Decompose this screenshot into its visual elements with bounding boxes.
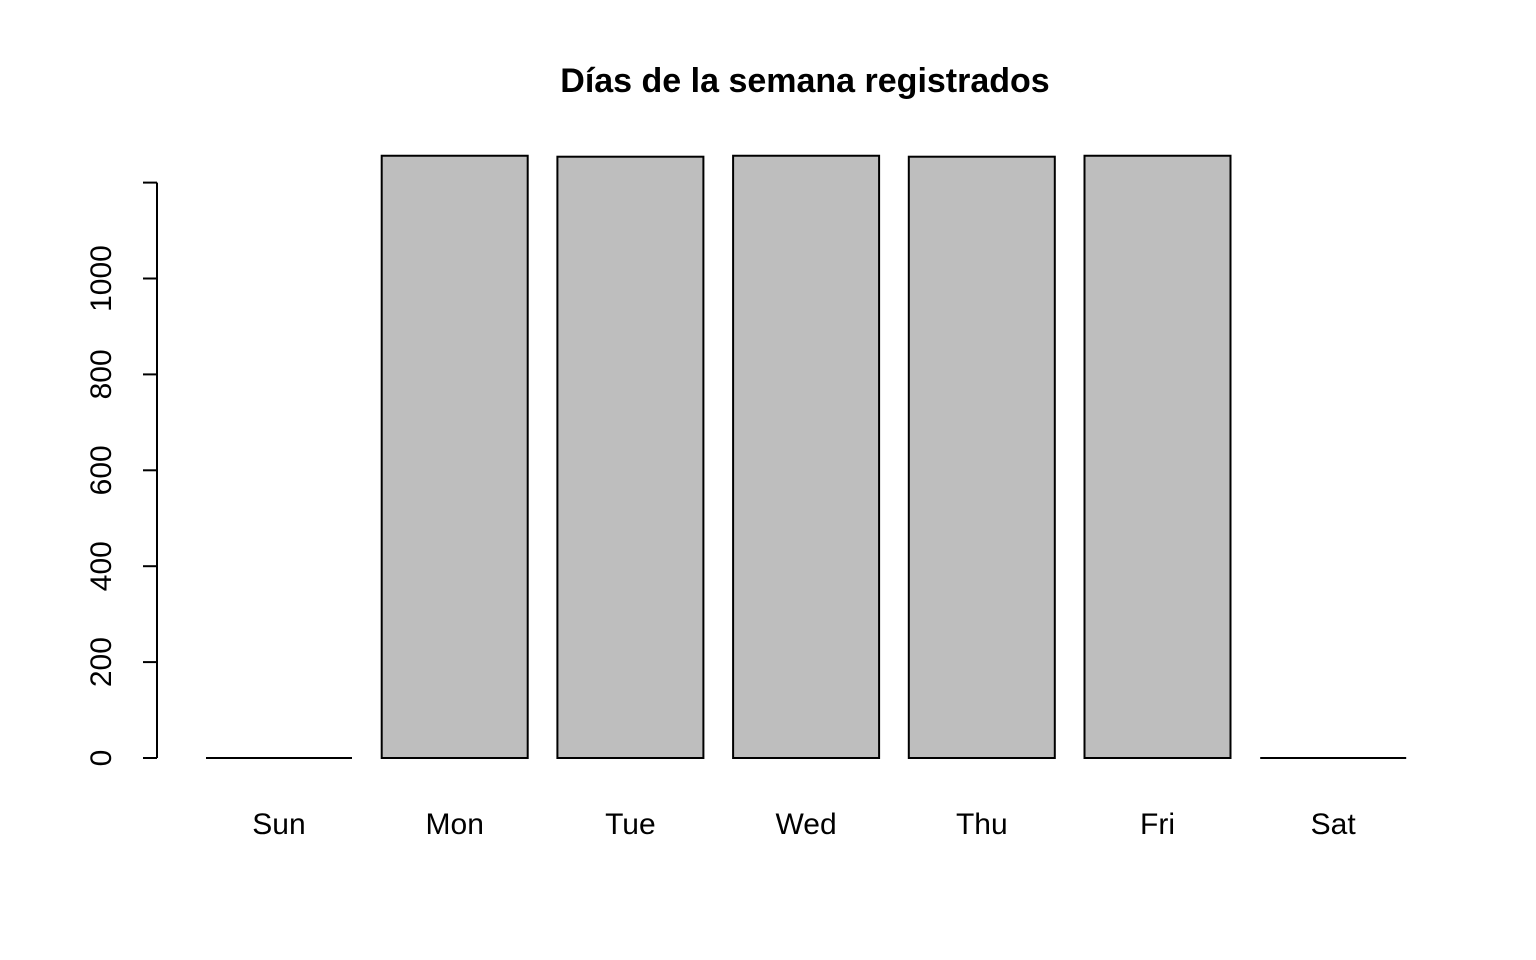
x-axis-labels: Sun Mon Tue Wed Thu Fri Sat: [252, 808, 1356, 841]
x-tick-label-sat: Sat: [1311, 808, 1357, 841]
bar-fri: [1083, 154, 1232, 760]
chart-title: Días de la semana registrados: [560, 62, 1049, 100]
bar-thu: [907, 155, 1056, 760]
y-tick-label: 400: [85, 541, 118, 591]
y-tick-label: 600: [85, 445, 118, 495]
y-tick-label: 0: [85, 750, 118, 767]
y-tick-label: 1000: [85, 245, 118, 312]
bar-mon: [380, 154, 529, 760]
x-tick-label-wed: Wed: [776, 808, 837, 841]
x-tick-label-mon: Mon: [426, 808, 484, 841]
x-tick-label-tue: Tue: [605, 808, 656, 841]
x-tick-label-sun: Sun: [252, 808, 305, 841]
bar-tue: [556, 155, 705, 760]
y-tick-label: 800: [85, 349, 118, 399]
bars: [206, 154, 1407, 760]
y-axis: 0 200 400 600 800 1000: [85, 181, 158, 767]
x-tick-label-thu: Thu: [956, 808, 1008, 841]
bar-wed: [732, 154, 881, 760]
y-tick-label: 200: [85, 637, 118, 687]
x-tick-label-fri: Fri: [1140, 808, 1175, 841]
